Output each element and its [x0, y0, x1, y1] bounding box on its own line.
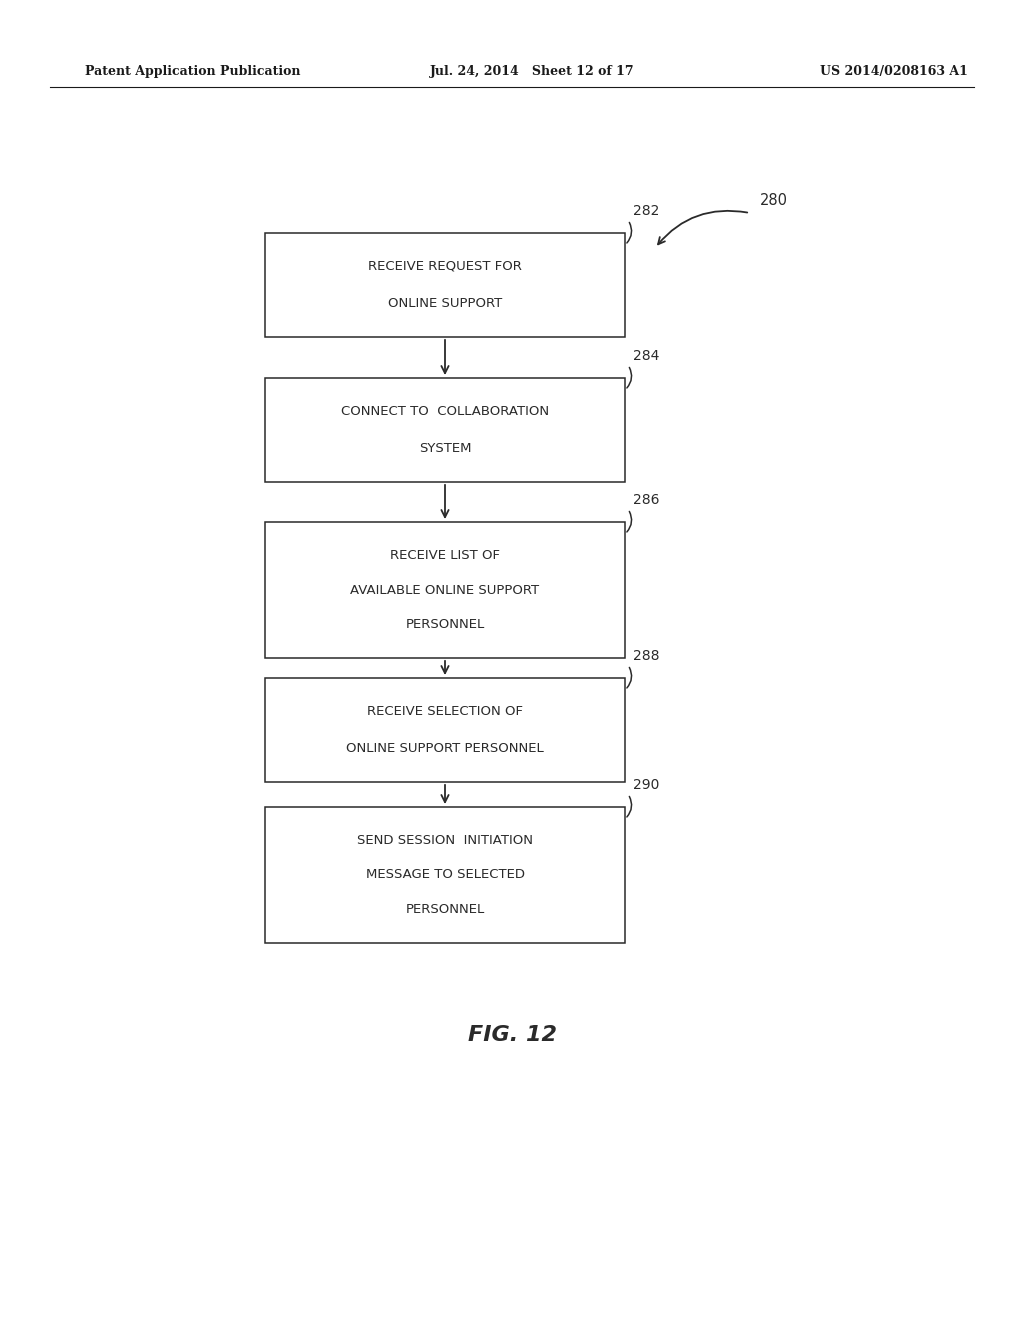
- Text: MESSAGE TO SELECTED: MESSAGE TO SELECTED: [366, 869, 524, 882]
- Text: US 2014/0208163 A1: US 2014/0208163 A1: [820, 65, 968, 78]
- Text: ONLINE SUPPORT: ONLINE SUPPORT: [388, 297, 502, 310]
- Bar: [265, 378, 625, 482]
- Text: 280: 280: [760, 193, 788, 209]
- Text: ONLINE SUPPORT PERSONNEL: ONLINE SUPPORT PERSONNEL: [346, 742, 544, 755]
- Bar: [265, 807, 625, 942]
- Text: RECEIVE REQUEST FOR: RECEIVE REQUEST FOR: [368, 260, 522, 273]
- Text: CONNECT TO  COLLABORATION: CONNECT TO COLLABORATION: [341, 405, 549, 417]
- Text: SYSTEM: SYSTEM: [419, 442, 471, 455]
- Text: FIG. 12: FIG. 12: [468, 1026, 556, 1045]
- Text: 288: 288: [633, 649, 659, 663]
- Text: PERSONNEL: PERSONNEL: [406, 619, 484, 631]
- Text: SEND SESSION  INITIATION: SEND SESSION INITIATION: [357, 833, 534, 846]
- Text: 286: 286: [633, 492, 659, 507]
- Text: RECEIVE SELECTION OF: RECEIVE SELECTION OF: [367, 705, 523, 718]
- Text: 282: 282: [633, 205, 659, 218]
- Text: RECEIVE LIST OF: RECEIVE LIST OF: [390, 549, 500, 561]
- Text: PERSONNEL: PERSONNEL: [406, 903, 484, 916]
- Bar: [265, 234, 625, 337]
- Text: AVAILABLE ONLINE SUPPORT: AVAILABLE ONLINE SUPPORT: [350, 583, 540, 597]
- Text: Jul. 24, 2014   Sheet 12 of 17: Jul. 24, 2014 Sheet 12 of 17: [430, 65, 635, 78]
- Text: 290: 290: [633, 777, 659, 792]
- Text: Patent Application Publication: Patent Application Publication: [85, 65, 300, 78]
- Bar: [265, 521, 625, 657]
- Bar: [265, 678, 625, 781]
- Text: 284: 284: [633, 348, 659, 363]
